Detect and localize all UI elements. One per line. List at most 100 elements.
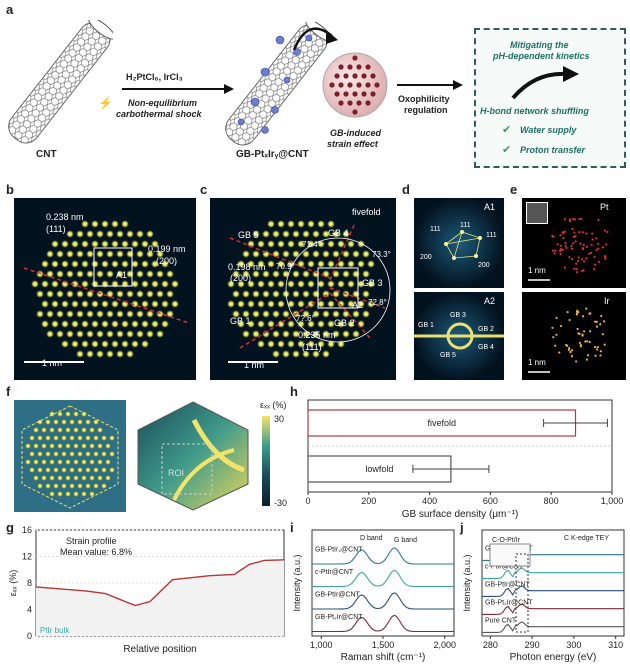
xtick-label-h-1: 200 [361, 496, 376, 506]
cnt-label: CNT [36, 149, 57, 160]
e-ir-label: Ir [604, 296, 610, 306]
c-h2: (111) [302, 342, 322, 352]
lightning-icon: ⚡ [98, 96, 113, 110]
curved-arrow [292, 27, 338, 51]
c-d2: 0.235 nm [298, 330, 336, 340]
gb-sphere-illustration [322, 52, 388, 118]
series-label-chartJ-4: Pure CNT [485, 618, 517, 625]
series-label-chartJ-2: GB-PtIr@CNT [485, 582, 531, 589]
panel-label-d: d [402, 182, 410, 197]
c-a1: 71.4° [302, 240, 321, 249]
chartI-frame [311, 529, 455, 637]
ytick-label-g-3: 12 [22, 552, 32, 562]
product-label: GB-PtₓIrᵧ@CNT [236, 149, 309, 160]
bar-fivefold [307, 409, 577, 437]
ylabel-g: εₓₓ (%) [8, 570, 18, 596]
shock-line2: carbothermal shock [116, 109, 202, 119]
reaction-arrow-1 [122, 84, 234, 94]
d-g1: GB 1 [418, 322, 434, 329]
c-a3: 70.9° [276, 262, 295, 271]
mechanism-box [474, 28, 626, 168]
g-note2: Mean value: 6.8% [60, 547, 132, 557]
c-a5: 7?.6° [296, 314, 315, 323]
xtick-label-h-4: 800 [544, 496, 559, 506]
curved-up-arrow [511, 66, 579, 100]
f-max: 30 [274, 414, 285, 424]
c-gb4: GB 4 [328, 228, 349, 238]
check-icon-2: ✔ [502, 144, 512, 156]
xtick-label-chartI-2: 2,000 [433, 640, 456, 650]
c-gb5: GB 5 [238, 230, 259, 240]
b-box-label: A1 [116, 270, 128, 280]
d-s3: 111 [486, 232, 497, 239]
xlabel-h: GB surface density (μm⁻¹) [402, 509, 519, 520]
xtick-label-h-0: 0 [305, 496, 310, 506]
box-line1: Mitigating the [510, 40, 569, 50]
series-label-chartI-1: c-PtIr@CNT [315, 569, 354, 576]
series-line-chartJ-2 [482, 585, 624, 597]
series-label-chartJ-3: GB-Pt₂Ir@CNT [485, 600, 533, 607]
nanotube-product-illustration [225, 22, 330, 146]
d-a1-label: A1 [484, 202, 496, 212]
xtick-label-h-3: 600 [483, 496, 498, 506]
haadf-image-c [210, 198, 396, 380]
bar-label-lowfold: lowfold [365, 464, 393, 474]
panel-label-h: h [290, 384, 298, 399]
b-d1: 0.238 nm [46, 212, 84, 222]
strain-area [36, 559, 284, 636]
check1-label: Water supply [520, 125, 577, 135]
e-pt-label: Pt [600, 202, 609, 212]
b-h2: (200) [156, 256, 178, 266]
atomic-model-image [14, 400, 126, 512]
haadf-image-b [14, 198, 196, 380]
d-a2-label: A2 [484, 296, 496, 306]
d-s5: 200 [478, 262, 490, 269]
bar-label-fivefold: fivefold [427, 418, 456, 428]
c-scale-label: 1 nm [244, 360, 265, 370]
fft-image-a1 [414, 198, 504, 288]
j-inset-label: C-O-Pt/Ir [492, 537, 521, 544]
ytick-label-g-4: 16 [22, 525, 32, 535]
panel-label-e: e [510, 182, 518, 197]
strain-map [137, 401, 249, 511]
check-icon-1: ✔ [502, 124, 512, 136]
c-gb2: GB 2 [334, 318, 355, 328]
chart-j: GB-PtIr₂@CNTc-PtIr@CNTGB-PtIr@CNTGB-Pt₂I… [462, 529, 625, 663]
ylabel-chartJ: Intensity (a.u.) [462, 554, 472, 611]
d-s4: 200 [420, 254, 432, 261]
series-line-chartI-0 [312, 547, 454, 565]
i-gband: G band [394, 537, 417, 544]
g-note1: Strain profile [66, 536, 117, 546]
e-scale1: 1 nm [528, 266, 546, 275]
fft-image-a2 [414, 292, 504, 380]
reagents-label: H₂PtCl₆, IrCl₃ [126, 72, 183, 82]
d-s1: 111 [430, 226, 441, 233]
j-inset-box [489, 543, 531, 567]
j-title: C K-edge TEY [564, 535, 609, 542]
panel-label-b: b [6, 182, 14, 197]
eds-map-pt [522, 198, 626, 288]
b-scale-label: 1 nm [42, 358, 63, 368]
strain-colorbar [262, 416, 270, 506]
panel-label-c: c [200, 182, 208, 197]
xlabel-chartI: Raman shift (cm⁻¹) [341, 652, 426, 663]
c-a2: 73.3° [372, 250, 391, 259]
series-line-chartJ-1 [482, 567, 624, 579]
xlabel-g: Relative position [123, 644, 196, 655]
xtick-label-h-2: 400 [422, 496, 437, 506]
gb-line1: GB-induced [330, 128, 381, 138]
check2-label: Proton transfer [520, 145, 586, 155]
xtick-label-chartJ-2: 300 [566, 640, 581, 650]
g-bulk: PtIr bulk [40, 626, 70, 635]
xtick-label-chartJ-0: 280 [483, 640, 498, 650]
c-a4: 72.8° [368, 298, 387, 307]
xtick-label-chartI-1: 1,500 [372, 640, 395, 650]
series-label-chartI-0: GB-PtIr₂@CNT [315, 547, 363, 554]
chart-i: GB-PtIr₂@CNT c-PtIr@CNT GB-PtIr@CNT GB-Pt₂I… [292, 529, 456, 663]
ytick-label-g-0: 0 [27, 631, 32, 641]
d-g5: GB 5 [440, 352, 456, 359]
oxo-line2: regulation [404, 105, 448, 115]
panel-label-j: j [460, 520, 464, 535]
ytick-label-g-1: 4 [27, 605, 32, 615]
